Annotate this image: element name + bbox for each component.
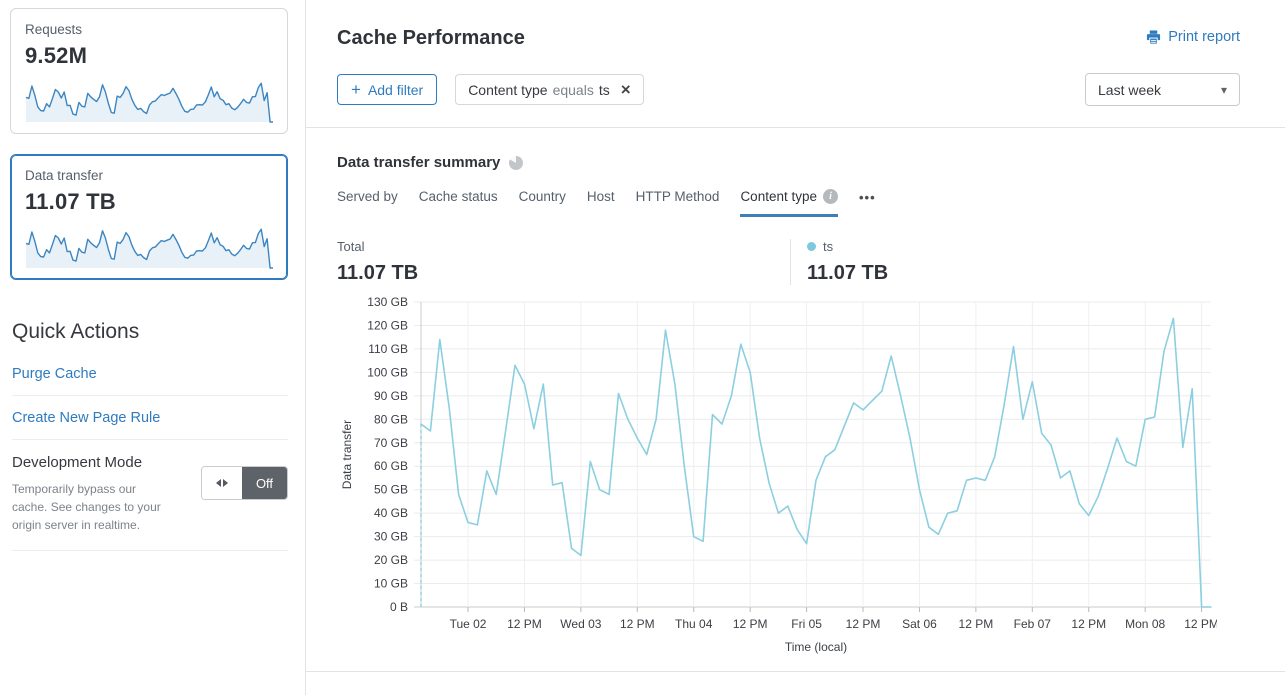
svg-text:Sat 06: Sat 06 [902, 617, 937, 631]
svg-text:Data transfer: Data transfer [340, 420, 354, 489]
tab-content-type[interactable]: Content type i [740, 189, 838, 217]
total-value: 11.07 TB [337, 262, 419, 284]
toggle-state-label: Off [242, 467, 287, 499]
remove-filter-icon[interactable]: × [620, 80, 631, 99]
svg-text:12 PM: 12 PM [959, 617, 994, 631]
toggle-arrows-icon [202, 467, 242, 499]
metric-card-data-transfer[interactable]: Data transfer 11.07 TB [10, 154, 288, 280]
requests-label: Requests [25, 22, 83, 37]
tab-label: HTTP Method [635, 189, 720, 204]
svg-text:12 PM: 12 PM [846, 617, 881, 631]
section-divider [306, 671, 1285, 672]
more-tabs-button[interactable]: ••• [859, 190, 876, 205]
tab-served-by[interactable]: Served by [337, 189, 398, 217]
time-range-value: Last week [1098, 81, 1162, 98]
main-content: Cache Performance Print report + Add fil… [306, 0, 1285, 695]
info-icon[interactable]: i [823, 189, 838, 204]
data-transfer-time-series-chart[interactable]: 0 B 10 GB 20 GB 30 GB 40 GB 50 GB 60 GB 70 GB 80… [337, 293, 1219, 661]
analytics-sidebar: Requests 9.52M Data transfer 11.07 TB Qu… [0, 0, 306, 695]
pie-chart-icon [509, 155, 524, 170]
plus-icon: + [351, 79, 361, 99]
series-legend-dot [807, 242, 816, 251]
total-label: Total [337, 239, 365, 254]
series-legend-value: 11.07 TB [807, 262, 889, 284]
data-transfer-value: 11.07 TB [25, 189, 116, 214]
chevron-down-icon: ▾ [1220, 82, 1227, 97]
svg-text:Fri 05: Fri 05 [791, 617, 822, 631]
svg-text:30 GB: 30 GB [374, 530, 408, 544]
svg-text:80 GB: 80 GB [374, 412, 408, 426]
svg-text:Feb 07: Feb 07 [1014, 617, 1052, 631]
svg-text:100 GB: 100 GB [367, 365, 408, 379]
development-mode-title: Development Mode [12, 454, 143, 471]
tab-label: Content type [740, 189, 817, 204]
series-legend-label: ts [823, 239, 834, 254]
tab-host[interactable]: Host [587, 189, 615, 217]
tab-http-method[interactable]: HTTP Method [636, 189, 720, 217]
print-report-label: Print report [1168, 29, 1240, 45]
tab-label: Country [518, 189, 566, 204]
svg-text:Mon 08: Mon 08 [1125, 617, 1165, 631]
tab-cache-status[interactable]: Cache status [419, 189, 498, 217]
svg-text:60 GB: 60 GB [374, 459, 408, 473]
svg-text:130 GB: 130 GB [367, 295, 408, 309]
printer-icon [1147, 29, 1161, 45]
svg-text:12 PM: 12 PM [507, 617, 542, 631]
svg-text:90 GB: 90 GB [374, 389, 408, 403]
tab-country[interactable]: Country [519, 189, 566, 217]
create-page-rule-link[interactable]: Create New Page Rule [12, 396, 288, 440]
svg-text:0 B: 0 B [390, 600, 408, 614]
tab-label: Served by [337, 189, 398, 204]
summary-totals: Total 11.07 TB ts 11.07 TB [337, 239, 1240, 285]
svg-text:Thu 04: Thu 04 [675, 617, 713, 631]
svg-text:Time (local): Time (local) [785, 640, 847, 654]
filter-chip-field: Content type [468, 81, 548, 98]
filter-chip-value: ts [598, 81, 610, 98]
summary-title: Data transfer summary [337, 154, 501, 171]
development-mode-toggle[interactable]: Off [201, 466, 288, 500]
print-report-link[interactable]: Print report [1146, 29, 1240, 45]
summary-tabs: Served by Cache status Country Host HTTP Met… [337, 189, 1240, 217]
svg-text:10 GB: 10 GB [374, 577, 408, 591]
svg-text:Tue 02: Tue 02 [450, 617, 487, 631]
filter-chip-content-type[interactable]: Content type equals ts × [455, 74, 644, 105]
header-divider [306, 127, 1285, 128]
quick-actions-title: Quick Actions [12, 320, 140, 343]
development-mode-description: Temporarily bypass our cache. See change… [12, 482, 161, 532]
svg-text:12 PM: 12 PM [1071, 617, 1106, 631]
add-filter-label: Add filter [367, 81, 424, 98]
svg-text:70 GB: 70 GB [374, 436, 408, 450]
time-range-select[interactable]: Last week ▾ [1085, 73, 1240, 106]
svg-text:12 PM: 12 PM [733, 617, 768, 631]
purge-cache-link[interactable]: Purge Cache [12, 352, 288, 396]
tab-label: Host [586, 189, 615, 204]
svg-text:12 PM: 12 PM [1184, 617, 1217, 631]
development-mode-section: Development Mode Temporarily bypass our … [12, 454, 288, 551]
data-transfer-label: Data transfer [25, 168, 104, 183]
requests-value: 9.52M [25, 43, 88, 68]
svg-text:110 GB: 110 GB [368, 342, 408, 356]
tab-label: Cache status [418, 189, 498, 204]
filter-chip-operator: equals [552, 81, 594, 98]
page-title: Cache Performance [337, 27, 525, 49]
requests-sparkline [25, 82, 273, 123]
svg-text:12 PM: 12 PM [620, 617, 655, 631]
svg-text:20 GB: 20 GB [374, 553, 408, 567]
svg-text:Wed 03: Wed 03 [560, 617, 601, 631]
metric-card-requests[interactable]: Requests 9.52M [10, 8, 288, 134]
add-filter-button[interactable]: + Add filter [337, 74, 438, 105]
data-transfer-sparkline [25, 228, 273, 269]
svg-text:120 GB: 120 GB [367, 318, 408, 332]
svg-text:40 GB: 40 GB [374, 506, 408, 520]
svg-text:50 GB: 50 GB [374, 483, 408, 497]
